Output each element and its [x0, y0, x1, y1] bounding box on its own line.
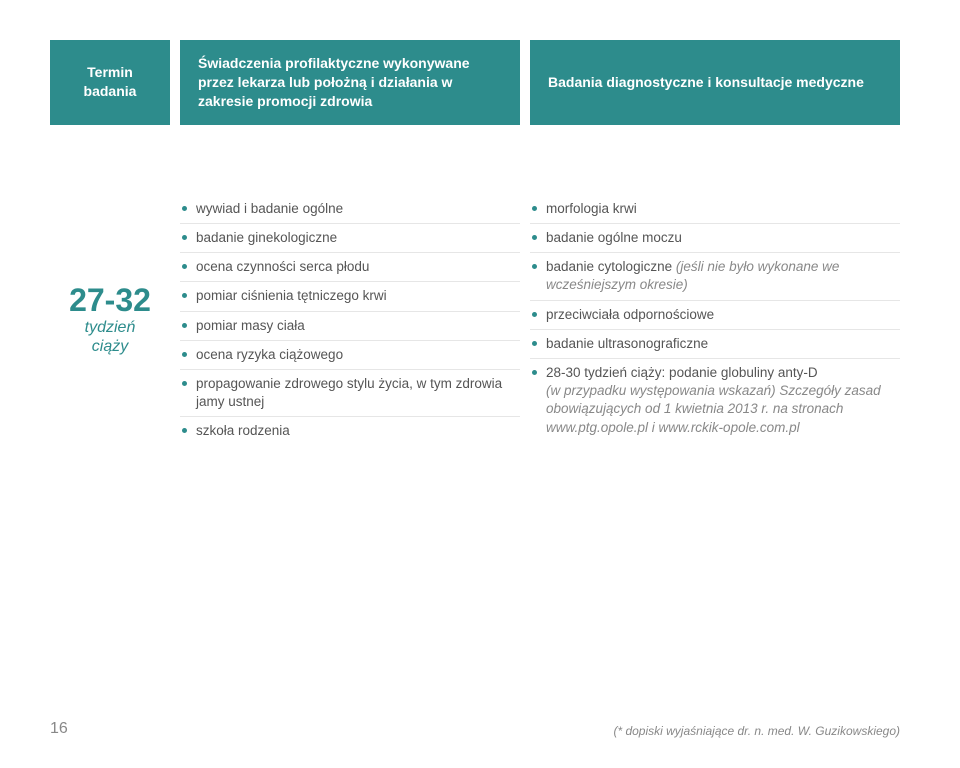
list-item-text: szkoła rodzenia	[196, 423, 290, 438]
list-item-text: pomiar masy ciała	[196, 318, 305, 333]
list-item-text: badanie ginekologiczne	[196, 230, 337, 245]
list-item-text: badanie ultrasonograficzne	[546, 336, 708, 351]
table-header-row: Termin badania Świadczenia profilaktyczn…	[50, 40, 900, 125]
list-item: szkoła rodzenia	[180, 417, 520, 445]
list-item: propagowanie zdrowego stylu życia, w tym…	[180, 370, 520, 417]
list-item: badanie ginekologiczne	[180, 224, 520, 253]
page-container: Termin badania Świadczenia profilaktyczn…	[0, 0, 960, 486]
list-item: przeciwciała odpornościowe	[530, 301, 900, 330]
list-item: ocena czynności serca płodu	[180, 253, 520, 282]
header-col-term-label: Termin badania	[68, 63, 152, 101]
header-col-diagnostics: Badania diagnostyczne i konsultacje medy…	[530, 40, 900, 125]
list-item-text: przeciwciała odpornościowe	[546, 307, 714, 322]
list-item: badanie ultrasonograficzne	[530, 330, 900, 359]
footnote-text: (* dopiski wyjaśniające dr. n. med. W. G…	[613, 724, 900, 738]
services-list: wywiad i badanie ogólne badanie ginekolo…	[180, 195, 520, 446]
list-item-text: propagowanie zdrowego stylu życia, w tym…	[196, 376, 502, 409]
page-footer: 16 (* dopiski wyjaśniające dr. n. med. W…	[50, 720, 900, 738]
term-sub-line1: tydzień	[85, 319, 136, 336]
list-item-note: (w przypadku występowania wskazań) Szcze…	[546, 383, 881, 434]
diagnostics-list: morfologia krwi badanie ogólne moczu bad…	[530, 195, 900, 442]
list-item-text: wywiad i badanie ogólne	[196, 201, 343, 216]
list-item-text: pomiar ciśnienia tętniczego krwi	[196, 288, 387, 303]
list-item-text: badanie ogólne moczu	[546, 230, 682, 245]
services-cell: wywiad i badanie ogólne badanie ginekolo…	[180, 195, 520, 446]
page-number: 16	[50, 720, 68, 738]
list-item: pomiar ciśnienia tętniczego krwi	[180, 282, 520, 311]
list-item-text: ocena ryzyka ciążowego	[196, 347, 343, 362]
diagnostics-cell: morfologia krwi badanie ogólne moczu bad…	[530, 195, 900, 446]
header-col-services: Świadczenia profilaktyczne wykonywane pr…	[180, 40, 520, 125]
list-item: ocena ryzyka ciążowego	[180, 341, 520, 370]
list-item: badanie cytologiczne (jeśli nie było wyk…	[530, 253, 900, 300]
table-body-row: 27-32 tydzień ciąży wywiad i badanie ogó…	[50, 195, 900, 446]
term-range: 27-32	[69, 284, 151, 316]
list-item-text: badanie cytologiczne	[546, 259, 676, 274]
list-item: badanie ogólne moczu	[530, 224, 900, 253]
list-item: 28-30 tydzień ciąży: podanie globuliny a…	[530, 359, 900, 442]
header-col-term: Termin badania	[50, 40, 170, 125]
list-item-text: morfologia krwi	[546, 201, 637, 216]
term-sub-line2: ciąży	[92, 338, 128, 355]
header-col-diagnostics-label: Badania diagnostyczne i konsultacje medy…	[548, 73, 864, 92]
list-item: pomiar masy ciała	[180, 312, 520, 341]
term-sub: tydzień ciąży	[85, 318, 136, 356]
term-cell: 27-32 tydzień ciąży	[50, 195, 170, 446]
list-item-text: ocena czynności serca płodu	[196, 259, 369, 274]
list-item-text: 28-30 tydzień ciąży: podanie globuliny a…	[546, 365, 818, 380]
list-item: wywiad i badanie ogólne	[180, 195, 520, 224]
header-col-services-label: Świadczenia profilaktyczne wykonywane pr…	[198, 54, 502, 111]
list-item: morfologia krwi	[530, 195, 900, 224]
